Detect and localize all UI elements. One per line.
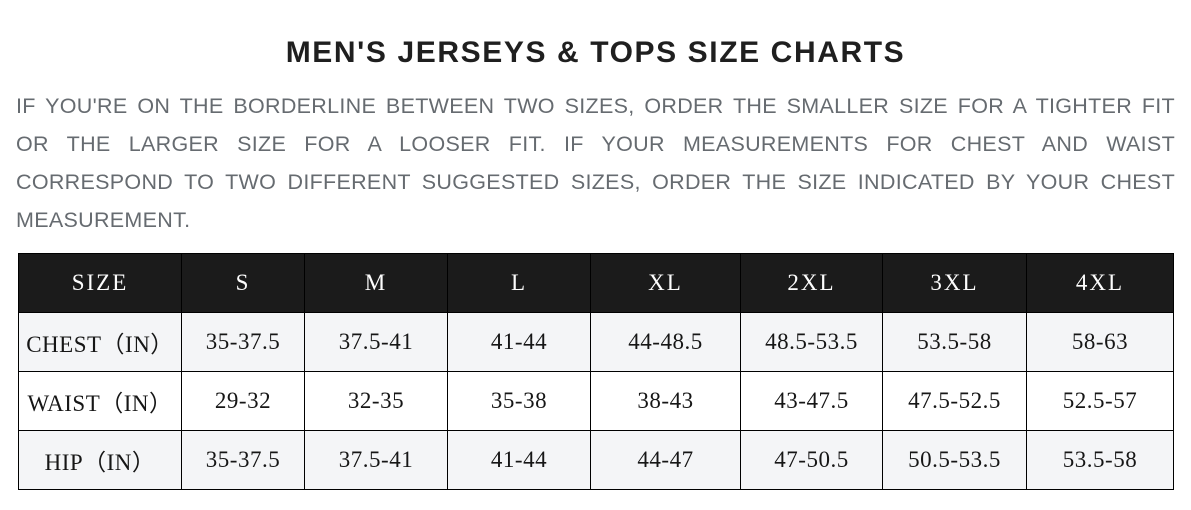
row-label-hip: HIP（IN） — [18, 430, 182, 490]
cell-waist-2xl: 43-47.5 — [740, 371, 883, 431]
size-chart-table: SIZE S M L XL 2XL 3XL 4XL CHEST（IN） 35-3… — [18, 253, 1174, 490]
cell-chest-2xl: 48.5-53.5 — [740, 312, 883, 372]
column-header-s: S — [181, 253, 305, 313]
cell-chest-xl: 44-48.5 — [590, 312, 741, 372]
cell-waist-m: 32-35 — [304, 371, 448, 431]
row-label-waist: WAIST（IN） — [18, 371, 182, 431]
cell-waist-l: 35-38 — [447, 371, 591, 431]
fit-guidance-note: IF YOU'RE ON THE BORDERLINE BETWEEN TWO … — [16, 94, 1175, 232]
table-row: HIP（IN） 35-37.5 37.5-41 41-44 44-47 47-5… — [18, 430, 1174, 490]
cell-waist-xl: 38-43 — [590, 371, 741, 431]
table-row: WAIST（IN） 29-32 32-35 35-38 38-43 43-47.… — [18, 371, 1174, 431]
cell-hip-s: 35-37.5 — [181, 430, 305, 490]
column-header-3xl: 3XL — [882, 253, 1027, 313]
column-header-m: M — [304, 253, 448, 313]
cell-chest-m: 37.5-41 — [304, 312, 448, 372]
cell-chest-4xl: 58-63 — [1026, 312, 1174, 372]
cell-hip-2xl: 47-50.5 — [740, 430, 883, 490]
column-header-xl: XL — [590, 253, 741, 313]
row-label-chest: CHEST（IN） — [18, 312, 182, 372]
size-table-container: SIZE S M L XL 2XL 3XL 4XL CHEST（IN） 35-3… — [18, 253, 1174, 490]
column-header-2xl: 2XL — [740, 253, 883, 313]
table-row: CHEST（IN） 35-37.5 37.5-41 41-44 44-48.5 … — [18, 312, 1174, 372]
cell-chest-s: 35-37.5 — [181, 312, 305, 372]
cell-hip-xl: 44-47 — [590, 430, 741, 490]
cell-chest-l: 41-44 — [447, 312, 591, 372]
cell-waist-3xl: 47.5-52.5 — [882, 371, 1027, 431]
cell-waist-4xl: 52.5-57 — [1026, 371, 1174, 431]
column-header-size: SIZE — [18, 253, 182, 313]
cell-waist-s: 29-32 — [181, 371, 305, 431]
cell-hip-m: 37.5-41 — [304, 430, 448, 490]
cell-hip-l: 41-44 — [447, 430, 591, 490]
cell-hip-3xl: 50.5-53.5 — [882, 430, 1027, 490]
column-header-4xl: 4XL — [1026, 253, 1174, 313]
table-header-row: SIZE S M L XL 2XL 3XL 4XL — [18, 253, 1174, 313]
cell-chest-3xl: 53.5-58 — [882, 312, 1027, 372]
cell-hip-4xl: 53.5-58 — [1026, 430, 1174, 490]
page-title: MEN'S JERSEYS & TOPS SIZE CHARTS — [285, 36, 906, 69]
column-header-l: L — [447, 253, 591, 313]
